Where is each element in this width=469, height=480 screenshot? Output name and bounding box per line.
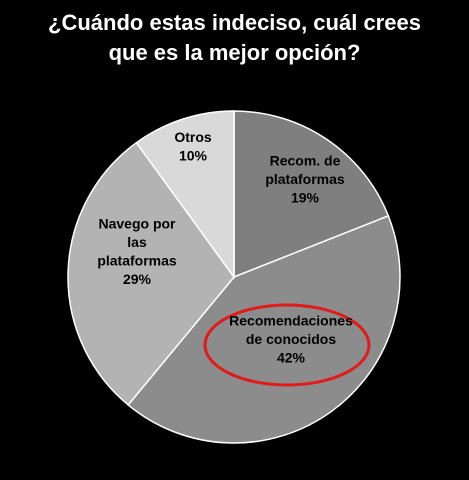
slice-label-2-line-1: las [127, 234, 147, 250]
pie-slice-1 [127, 214, 401, 444]
slice-label-3: Otros 10% [174, 129, 212, 164]
slice-label-3-line-0: Otros [174, 129, 212, 145]
slice-label-0-line-1: plataformas [265, 171, 345, 187]
pie-slices [67, 110, 401, 444]
pie-slice-0 [233, 110, 390, 279]
pie-slice-2 [67, 141, 235, 406]
pie-slice-3 [135, 110, 235, 280]
slice-label-0: Recom. de plataformas 19% [265, 153, 345, 206]
pie-labels: Recom. de plataformas 19% Recomendaciones de… [97, 129, 353, 366]
slice-label-1-line-1: de conocidos [246, 331, 336, 347]
slice-label-1: Recomendaciones de conocidos 42% [229, 313, 353, 366]
slice-label-2-line-2: plataformas [97, 252, 177, 268]
chart-title-line-1: ¿Cuándo estas indeciso, cuál crees [48, 10, 421, 35]
chart-title-line-2: que es la mejor opción? [108, 40, 361, 65]
slice-label-1-line-0: Recomendaciones [229, 313, 353, 329]
slice-label-1-line-2: 42% [277, 350, 306, 366]
slice-label-0-line-2: 19% [291, 190, 320, 206]
slice-label-3-line-1: 10% [179, 147, 208, 163]
slice-label-2-line-0: Navego por [98, 215, 176, 231]
highlight-ellipse [203, 303, 371, 387]
slice-label-0-line-0: Recom. de [270, 153, 341, 169]
highlight-layer [203, 303, 371, 387]
chart-title: ¿Cuándo estas indeciso, cuál crees que e… [0, 8, 469, 68]
slice-label-2: Navego por las plataformas 29% [97, 215, 177, 286]
slice-label-2-line-3: 29% [123, 271, 152, 287]
